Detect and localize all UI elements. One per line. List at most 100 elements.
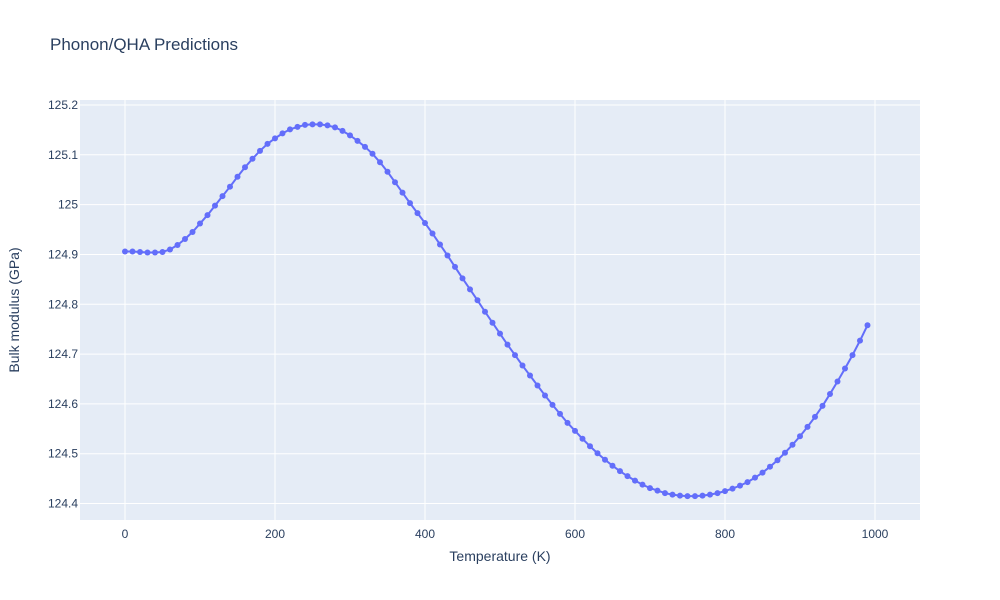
data-point: [339, 127, 346, 134]
data-point: [204, 212, 211, 219]
x-tick-label: 0: [122, 527, 129, 541]
data-point: [369, 150, 376, 157]
x-axis-label: Temperature (K): [449, 548, 550, 564]
data-point: [714, 490, 721, 497]
tick-labels: 0 200 400 600 800 1000 124.4 124.5 124.6 124.7 124…: [48, 98, 889, 541]
data-point: [549, 401, 556, 408]
data-point: [534, 382, 541, 389]
data-point: [332, 124, 338, 131]
data-point: [452, 263, 458, 270]
data-point: [632, 477, 638, 484]
data-point: [864, 322, 871, 329]
data-point: [249, 155, 256, 162]
data-point: [272, 135, 278, 142]
y-tick-label: 125: [58, 198, 78, 212]
data-point: [489, 319, 496, 326]
data-point: [699, 492, 706, 499]
x-tick-label: 400: [415, 527, 435, 541]
data-point: [144, 249, 151, 256]
data-point: [279, 130, 286, 137]
data-point: [174, 241, 181, 248]
data-point: [662, 490, 668, 497]
data-point: [444, 252, 451, 259]
data-point: [752, 474, 758, 481]
data-point: [182, 236, 188, 243]
data-point: [587, 443, 593, 450]
data-point: [482, 308, 488, 315]
data-point: [542, 392, 548, 399]
data-point: [377, 159, 383, 166]
data-point: [527, 372, 533, 379]
x-tick-label: 600: [565, 527, 585, 541]
data-point: [564, 419, 571, 426]
data-point: [467, 286, 473, 293]
data-point: [797, 433, 803, 440]
data-point: [362, 143, 368, 150]
data-point: [849, 352, 856, 359]
data-point: [407, 200, 413, 207]
data-point: [429, 230, 436, 237]
data-point: [669, 491, 676, 498]
data-point: [647, 485, 653, 492]
data-point: [354, 137, 361, 144]
series-line: [125, 123, 869, 498]
data-point: [129, 248, 136, 255]
data-point: [737, 482, 743, 489]
x-tick-label: 1000: [862, 527, 889, 541]
data-point: [294, 123, 301, 130]
data-point: [219, 193, 226, 200]
data-point: [347, 132, 353, 139]
data-point: [459, 275, 466, 282]
data-point: [572, 427, 578, 434]
data-point: [617, 468, 623, 475]
grid-lines: [80, 100, 920, 520]
data-point: [399, 189, 406, 196]
data-point: [857, 337, 863, 344]
data-point: [512, 352, 518, 359]
data-point: [639, 481, 646, 488]
plot-area: [80, 100, 920, 520]
series-layer: [122, 121, 871, 500]
data-point: [609, 462, 616, 469]
data-point: [819, 402, 826, 409]
data-point: [497, 330, 503, 337]
y-tick-label: 124.7: [48, 347, 78, 361]
data-point: [122, 248, 128, 255]
data-point: [827, 390, 833, 397]
data-point: [602, 456, 608, 463]
x-tick-label: 800: [715, 527, 735, 541]
data-point: [414, 210, 421, 217]
data-point: [722, 488, 728, 495]
data-point: [264, 140, 271, 147]
data-point: [767, 463, 773, 470]
data-point: [812, 413, 818, 420]
data-point: [242, 164, 248, 171]
data-point: [677, 492, 683, 499]
data-point: [594, 450, 601, 457]
data-point: [317, 121, 323, 128]
data-point: [789, 441, 796, 448]
y-tick-label: 124.9: [48, 247, 78, 261]
data-point: [384, 168, 391, 175]
y-tick-label: 124.8: [48, 297, 78, 311]
data-point: [504, 341, 511, 348]
data-point: [759, 469, 766, 476]
data-point: [474, 297, 481, 304]
data-point: [257, 147, 263, 154]
data-point: [774, 457, 781, 464]
y-tick-label: 125.1: [48, 148, 78, 162]
data-point: [324, 122, 331, 129]
y-tick-label: 125.2: [48, 98, 78, 112]
data-point: [519, 362, 526, 369]
data-point: [234, 173, 241, 180]
x-tick-label: 200: [265, 527, 285, 541]
y-tick-label: 124.4: [48, 497, 78, 511]
data-point: [707, 491, 713, 498]
data-point: [729, 485, 736, 492]
data-point: [842, 365, 848, 372]
data-point: [579, 435, 586, 442]
data-point: [302, 121, 308, 128]
data-point: [744, 479, 751, 486]
data-point: [152, 249, 158, 256]
